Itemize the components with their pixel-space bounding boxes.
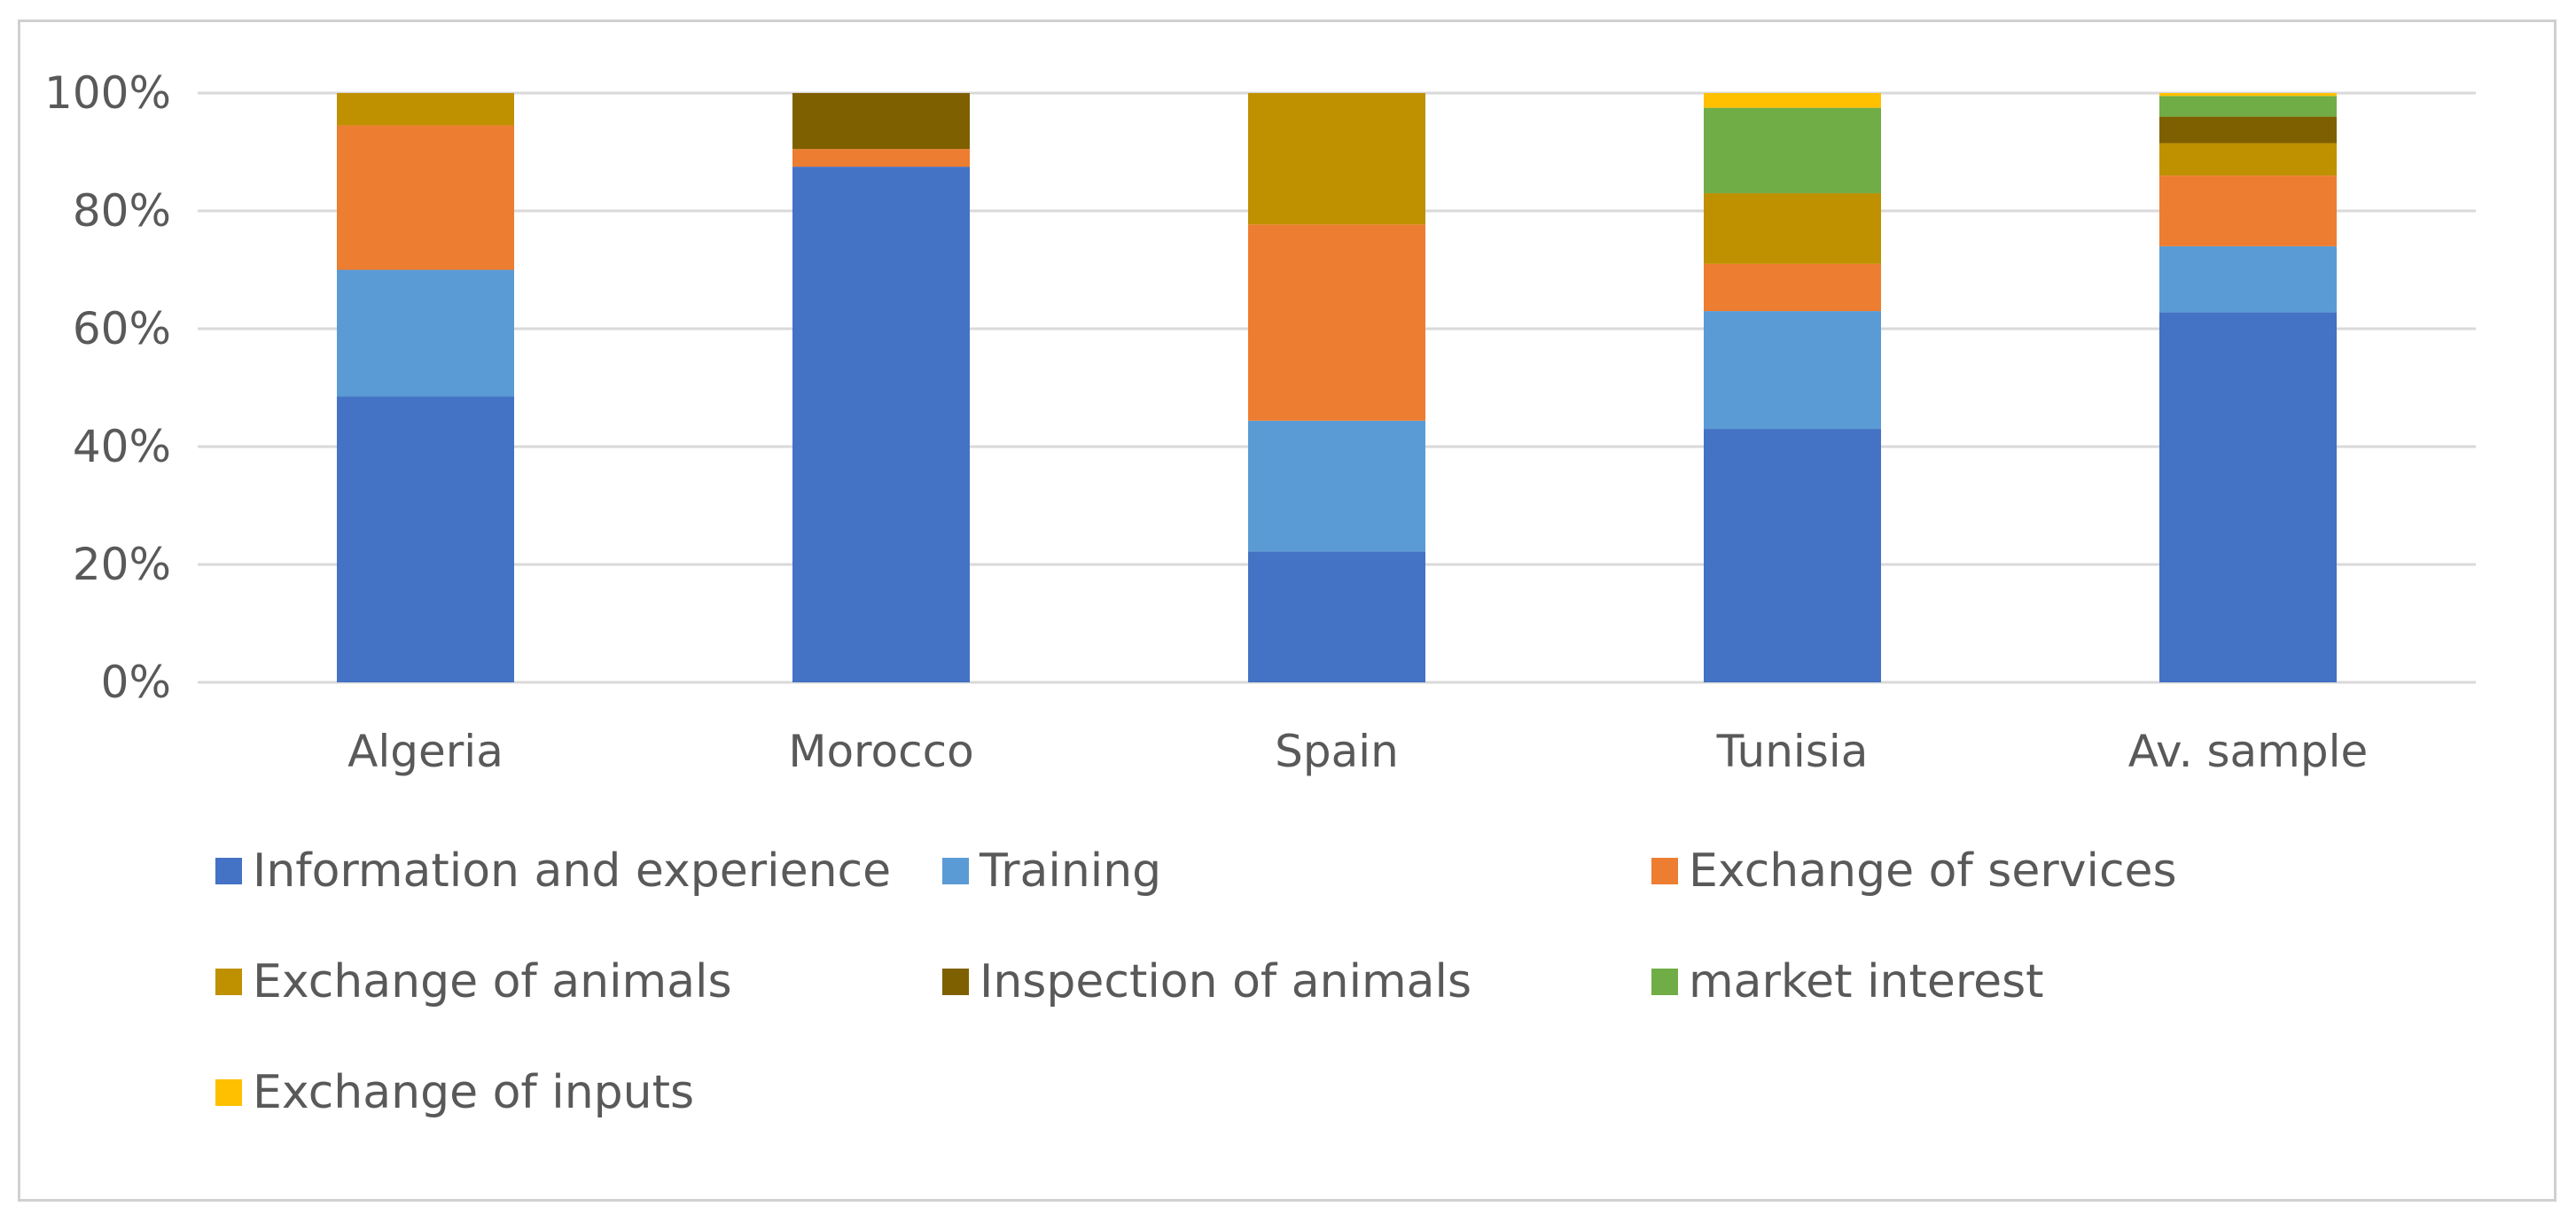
legend-label: market interest [1689,955,2044,1008]
legend-swatch [1651,969,1678,995]
legend-item-training: Training [942,845,1161,898]
legend-item-market-interest: market interest [1651,955,2044,1008]
bar-av-sample-market-interest [2159,96,2337,117]
x-axis-categories: Algeria Morocco Spain Tunisia Av. sample [347,726,2368,777]
y-tick-label: 0% [101,657,171,708]
bar-morocco-exchange-of-services [792,149,970,167]
bar-tunisia-exchange-of-inputs [1704,93,1881,108]
stacked-bar-chart: 0% 20% 40% 60% 80% 100% Algeria Morocco Spain Tu… [44,67,2476,1119]
bar-spain-training [1248,420,1425,552]
x-category-label: Morocco [788,726,973,777]
legend-swatch [215,1079,242,1106]
y-tick-label: 40% [73,421,171,472]
legend-swatch [215,969,242,995]
x-category-label: Spain [1275,726,1399,777]
y-tick-label: 100% [44,67,171,119]
y-tick-label: 20% [73,539,171,590]
y-tick-label: 80% [73,185,171,237]
bar-algeria-information-and-experience [337,396,514,682]
legend-label: Exchange of inputs [253,1066,694,1119]
bar-tunisia-exchange-of-services [1704,263,1881,312]
chart-frame: 0% 20% 40% 60% 80% 100% Algeria Morocco Spain Tu… [18,19,2556,1202]
legend-item-information-and-experience: Information and experience [215,845,891,898]
bar-tunisia-training [1704,311,1881,430]
x-category-label: Algeria [347,726,503,777]
bar-algeria-exchange-of-services [337,125,514,270]
x-category-label: Tunisia [1716,726,1869,777]
bar-spain-exchange-of-animals [1248,93,1425,225]
legend-swatch [942,969,969,995]
y-axis-ticks: 0% 20% 40% 60% 80% 100% [44,67,171,708]
bar-spain-exchange-of-services [1248,224,1425,421]
bar-tunisia-market-interest [1704,107,1881,194]
bar-av-sample-inspection-of-animals [2159,116,2337,144]
bar-morocco-information-and-experience [792,167,970,682]
legend-item-exchange-of-inputs: Exchange of inputs [215,1066,694,1119]
bar-av-sample-exchange-of-inputs [2159,93,2337,97]
x-category-label: Av. sample [2128,726,2369,777]
legend-item-inspection-of-animals: Inspection of animals [942,955,1471,1008]
legend-swatch [942,858,969,884]
bar-algeria-exchange-of-animals [337,93,514,126]
bars [337,93,2337,682]
legend-label: Exchange of services [1689,845,2177,898]
legend-label: Information and experience [253,845,891,898]
legend: Information and experience Training Exchan… [215,845,2177,1119]
legend-item-exchange-of-animals: Exchange of animals [215,955,732,1008]
legend-item-exchange-of-services: Exchange of services [1651,845,2177,898]
bar-av-sample-training [2159,245,2337,313]
bar-tunisia-information-and-experience [1704,429,1881,682]
bar-spain-information-and-experience [1248,551,1425,682]
legend-label: Inspection of animals [980,955,1471,1008]
bar-av-sample-information-and-experience [2159,312,2337,682]
bar-morocco-inspection-of-animals [792,93,970,150]
legend-label: Exchange of animals [253,955,732,1008]
y-tick-label: 60% [73,303,171,354]
legend-label: Training [979,845,1161,898]
bar-av-sample-exchange-of-services [2159,175,2337,246]
bar-tunisia-exchange-of-animals [1704,193,1881,264]
legend-swatch [215,858,242,884]
bar-av-sample-exchange-of-animals [2159,143,2337,176]
bar-algeria-training [337,269,514,397]
legend-swatch [1651,858,1678,884]
